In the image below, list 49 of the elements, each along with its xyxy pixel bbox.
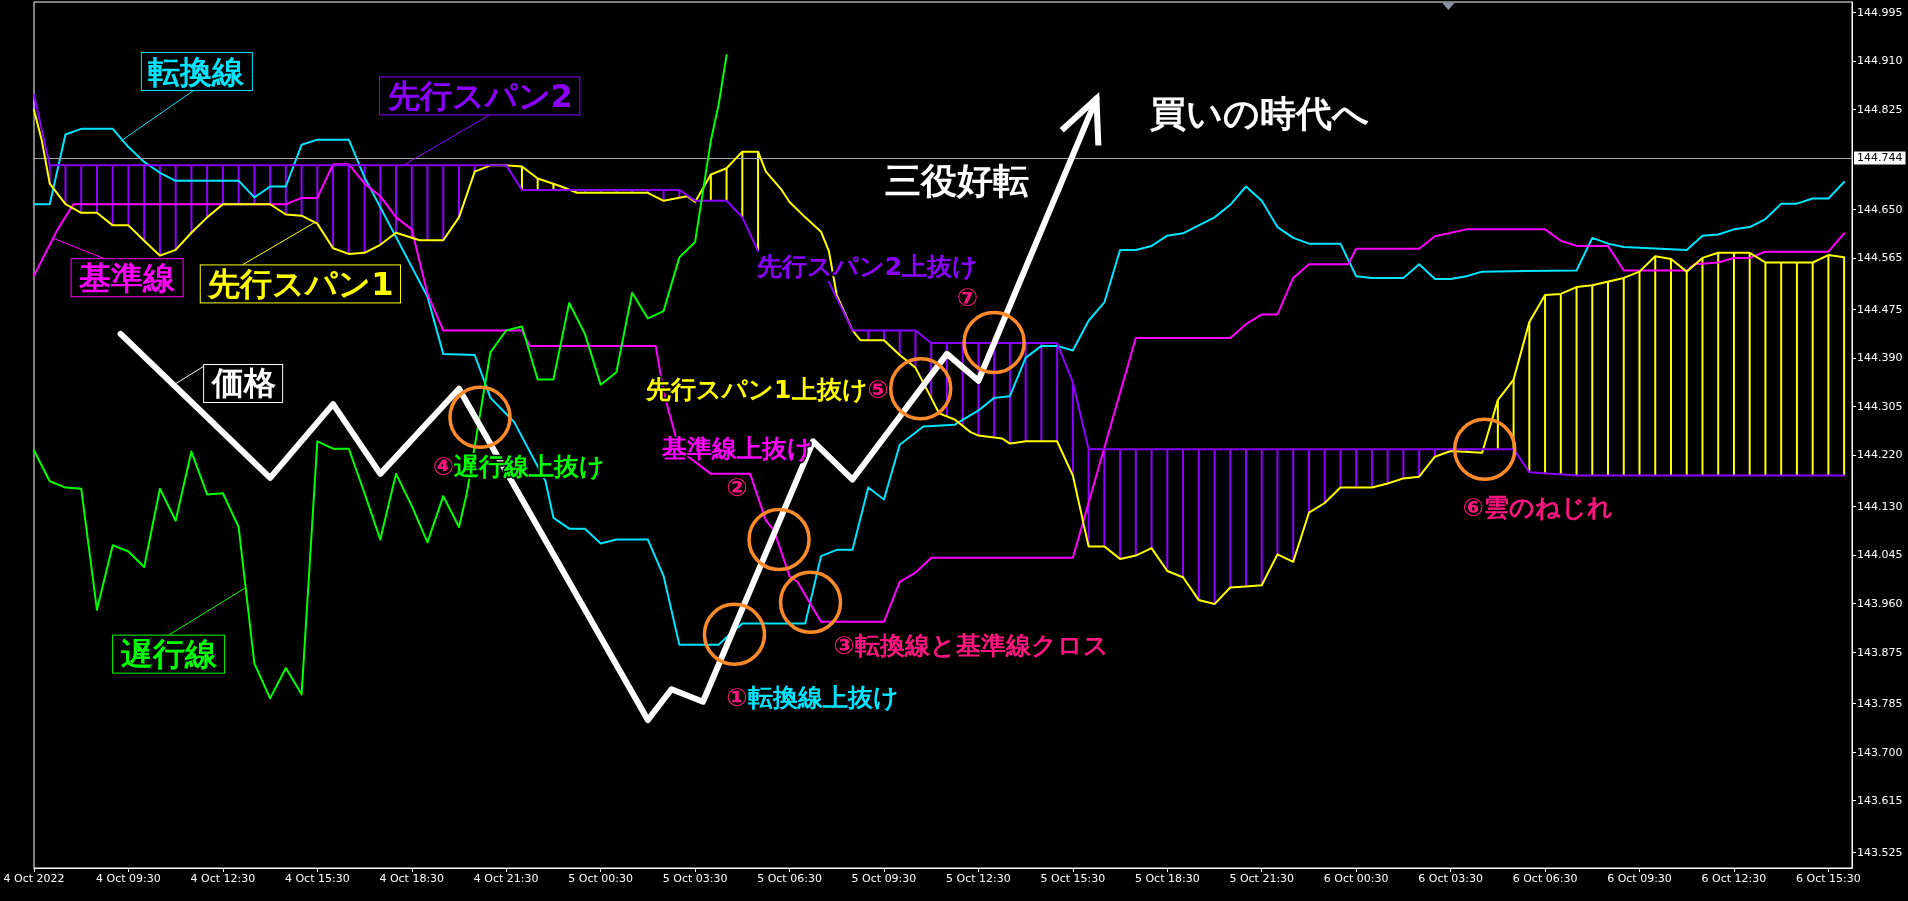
x-tick-label: 4 Oct 2022	[3, 872, 65, 885]
x-tick-label: 6 Oct 15:30	[1796, 872, 1861, 885]
x-tick-label: 5 Oct 15:30	[1040, 872, 1106, 885]
y-tick-label: 143.875	[1857, 645, 1903, 659]
x-tick-label: 6 Oct 03:30	[1418, 872, 1483, 885]
x-tick-label: 5 Oct 09:30	[851, 872, 917, 885]
annotation: ⑥雲のねじれ	[1462, 493, 1613, 523]
x-tick-label: 4 Oct 21:30	[473, 872, 539, 885]
x-tick-label: 4 Oct 09:30	[96, 872, 161, 885]
legend-label: 基準線	[78, 258, 177, 297]
x-tick-label: 6 Oct 12:30	[1701, 872, 1767, 885]
y-tick-label: 144.825	[1857, 102, 1903, 116]
y-tick-label: 143.615	[1857, 794, 1903, 808]
x-tick-label: 6 Oct 00:30	[1323, 872, 1389, 885]
y-tick-label: 143.785	[1857, 696, 1903, 710]
x-tick-label: 4 Oct 12:30	[190, 872, 256, 885]
y-tick-label: 144.045	[1857, 548, 1903, 562]
legend-label: 先行スパン1	[207, 264, 394, 303]
annotation: 三役好転	[885, 160, 1030, 202]
annotation: ③転換線と基準線クロス	[833, 631, 1109, 661]
series-label: 価格	[210, 364, 276, 403]
series-label: 先行スパン2	[386, 76, 573, 115]
y-tick-label: 144.130	[1857, 499, 1903, 513]
x-tick-label: 6 Oct 06:30	[1512, 872, 1578, 885]
y-tick-label: 144.565	[1857, 251, 1903, 265]
x-tick-label: 6 Oct 09:30	[1607, 872, 1672, 885]
y-tick-label: 143.700	[1857, 745, 1903, 759]
x-tick-label: 5 Oct 18:30	[1134, 872, 1200, 885]
y-tick-label: 143.525	[1857, 845, 1903, 859]
y-tick-label: 144.475	[1857, 302, 1903, 316]
y-tick-label: 144.305	[1857, 399, 1903, 413]
x-tick-label: 4 Oct 15:30	[284, 872, 350, 885]
x-tick-label: 5 Oct 03:30	[662, 872, 728, 885]
x-tick-label: 4 Oct 18:30	[379, 872, 445, 885]
x-tick-label: 5 Oct 12:30	[946, 872, 1011, 885]
y-tick-label: 143.960	[1857, 597, 1903, 611]
ref-line-label: 144.744	[1857, 151, 1903, 165]
y-tick-label: 144.910	[1857, 54, 1903, 68]
series-label: 転換線	[148, 52, 246, 91]
y-tick-label: 144.220	[1857, 448, 1903, 462]
annotation: ①転換線上抜け	[726, 683, 899, 713]
y-tick-label: 144.650	[1857, 202, 1903, 216]
x-tick-label: 5 Oct 06:30	[757, 872, 822, 885]
y-tick-label: 144.390	[1857, 351, 1903, 365]
annotation: 買いの時代へ	[1149, 93, 1369, 135]
y-tick-label: 144.995	[1857, 5, 1903, 19]
legend-label: 遅行線	[119, 635, 218, 674]
x-tick-label: 5 Oct 00:30	[568, 872, 634, 885]
x-tick-label: 5 Oct 21:30	[1229, 872, 1295, 885]
